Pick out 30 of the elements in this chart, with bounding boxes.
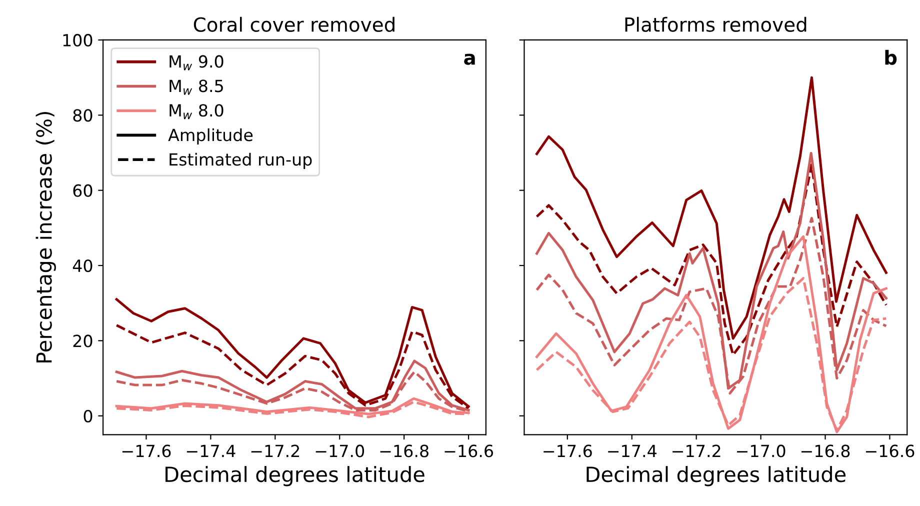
x-tick-label: −17.2 [672,444,720,458]
annotation: Amplitude [168,128,253,144]
y-tick-label: 0 [84,410,92,422]
y-tick-label: 40 [72,259,92,272]
x-tick-label: −17.4 [186,444,236,458]
legend-label: M$_{w}$ 9.0 [170,55,224,70]
x-axis-title: Decimal degrees latitude [166,466,424,486]
x-tick-label: −17.2 [251,444,300,458]
x-tick-label: −17.0 [316,444,364,458]
x-axis-title: Decimal degrees latitude [586,466,846,486]
legend-label: M$_{w}$ 8.5 [170,80,223,95]
y-tick-label: 100 [63,34,92,47]
annotation: b [885,50,897,65]
x-tick-label: −17.0 [737,444,786,458]
x-tick-label: −17.6 [122,444,171,458]
chart-title: Coral cover removed [194,16,394,32]
x-tick-label: −16.6 [444,444,494,458]
y-tick-label: 80 [73,109,92,122]
x-tick-label: −16.6 [866,444,914,458]
y-tick-label: 60 [73,184,92,197]
x-tick-label: −16.8 [801,444,850,458]
annotation: Estimated run-up [170,152,312,169]
annotation: a [464,54,475,65]
x-tick-label: −17.6 [544,444,592,458]
x-tick-label: −17.4 [608,444,656,458]
legend-label: M$_{w}$ 8.0 [170,104,224,120]
y-tick-label: 20 [73,334,92,348]
x-tick-label: −16.8 [380,444,428,458]
chart-title: Platforms removed [625,16,806,32]
y-axis-title: Percentage increase (%) [36,112,56,362]
